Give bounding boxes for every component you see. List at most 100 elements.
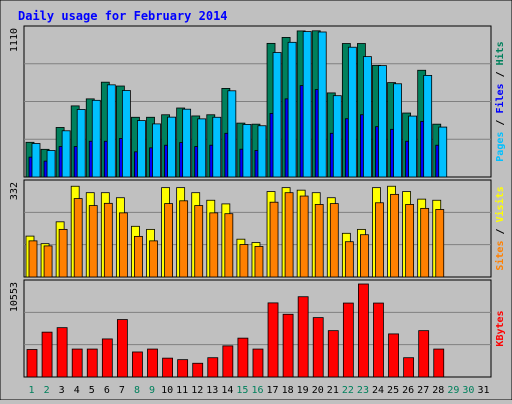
x-tick-label-day-19: 19 [297,385,309,396]
x-tick-label-day-17: 17 [267,385,279,396]
bar-kbytes-day-13 [207,357,219,378]
bar-pages-day-8 [137,120,146,178]
bar-sites-day-7 [118,212,128,278]
bar-kbytes-day-8 [132,351,143,378]
bar-pages-day-11 [182,108,192,178]
x-tick-label-day-30: 30 [462,385,474,396]
bar-sites-day-5 [88,205,98,278]
plot-layer: 1110 Pages / Files / Hits 332 Sites / Visit… [9,25,506,396]
bar-pages-day-5 [91,99,101,178]
bar-kbytes-day-28 [433,348,445,378]
bar-sites-day-18 [284,192,294,278]
bar-pages-day-9 [152,123,161,178]
bar-kbytes-day-27 [418,330,430,378]
chart-title: Daily usage for February 2014 [18,9,228,23]
bar-kbytes-day-21 [327,330,339,378]
bar-sites-day-8 [134,235,143,278]
bar-sites-day-25 [390,193,399,278]
panel-kbytes-legend: KBytes [495,310,506,346]
bar-sites-day-14 [224,213,234,278]
x-tick-label-day-22: 22 [342,385,354,396]
x-tick-label-day-18: 18 [282,385,294,396]
bar-kbytes-day-26 [403,357,415,378]
legend-entry: Files [494,83,506,113]
bar-pages-day-10 [167,116,176,178]
x-tick-label-day-15: 15 [236,385,248,396]
bar-sites-day-24 [375,202,384,278]
x-tick-label-day-25: 25 [387,385,399,396]
legend-entry: KBytes [495,310,506,346]
bar-sites-day-20 [314,204,324,278]
bar-kbytes-day-6 [101,338,113,378]
bar-sites-day-23 [360,234,369,278]
x-tick-label-day-4: 4 [74,385,80,396]
panel-hits_files_pages-ymax-label: 1110 [9,28,20,52]
bar-sites-day-15 [239,244,249,278]
bar-kbytes-day-10 [162,357,173,378]
x-tick-label-day-3: 3 [59,385,65,396]
bar-kbytes-day-4 [71,348,83,378]
bar-kbytes-day-24 [373,302,384,378]
x-tick-label-day-13: 13 [206,385,218,396]
legend-entry: / [495,222,506,240]
x-tick-label-day-8: 8 [134,385,140,396]
bar-pages-day-21 [332,95,342,178]
bar-kbytes-day-3 [56,327,68,378]
bar-sites-day-10 [164,203,173,278]
bar-kbytes-day-5 [86,348,98,378]
bar-pages-day-15 [242,124,252,178]
bar-pages-day-12 [197,118,207,178]
bar-pages-day-17 [272,52,282,178]
bar-pages-day-25 [393,83,402,178]
x-tick-label-day-12: 12 [191,385,203,396]
bar-pages-day-1 [31,143,41,178]
bar-kbytes-day-20 [312,317,324,378]
bar-pages-day-23 [363,56,372,178]
bar-pages-day-28 [438,126,448,178]
bar-kbytes-day-17 [267,302,279,378]
x-tick-label-day-2: 2 [44,385,50,396]
bar-sites-day-1 [28,240,38,278]
x-tick-label-day-1: 1 [29,385,35,396]
legend-entry: Visits [494,186,506,222]
bar-sites-day-16 [254,246,264,278]
bar-kbytes-day-25 [388,333,399,378]
panel-visits_sites-ymax-label: 332 [9,182,20,200]
x-tick-label-day-31: 31 [477,385,489,396]
bar-sites-day-11 [179,200,189,278]
bar-pages-day-7 [121,90,131,178]
bar-pages-day-26 [408,115,418,178]
bar-pages-day-3 [61,130,71,178]
bar-sites-day-26 [405,204,415,278]
bar-kbytes-day-1 [26,349,38,378]
x-tick-label-day-7: 7 [119,385,125,396]
x-tick-label-day-20: 20 [312,385,324,396]
x-tick-label-day-10: 10 [161,385,173,396]
x-tick-label-day-11: 11 [176,385,188,396]
bar-sites-day-27 [420,207,430,278]
bar-pages-day-19 [302,31,312,178]
bar-pages-day-27 [423,75,433,178]
bar-pages-day-20 [317,31,327,178]
bar-pages-day-14 [227,90,237,178]
legend-entry: Pages [495,132,506,162]
legend-entry: / [495,114,506,132]
bar-sites-day-28 [435,209,445,278]
bar-pages-day-24 [378,65,387,178]
x-tick-label-day-5: 5 [89,385,95,396]
bar-sites-day-12 [194,205,204,278]
bar-sites-day-2 [43,245,53,278]
bar-sites-day-21 [329,203,339,278]
bar-kbytes-day-12 [192,362,204,378]
bar-sites-day-19 [299,195,309,278]
bar-kbytes-day-9 [147,348,158,378]
bar-kbytes-day-15 [237,337,249,378]
x-tick-label-day-6: 6 [104,385,110,396]
bar-sites-day-9 [149,240,158,278]
x-tick-label-day-16: 16 [251,385,263,396]
panel-visits_sites-legend: Sites / Visits [494,186,506,270]
bar-pages-day-22 [347,46,357,178]
bar-sites-day-4 [73,198,83,278]
